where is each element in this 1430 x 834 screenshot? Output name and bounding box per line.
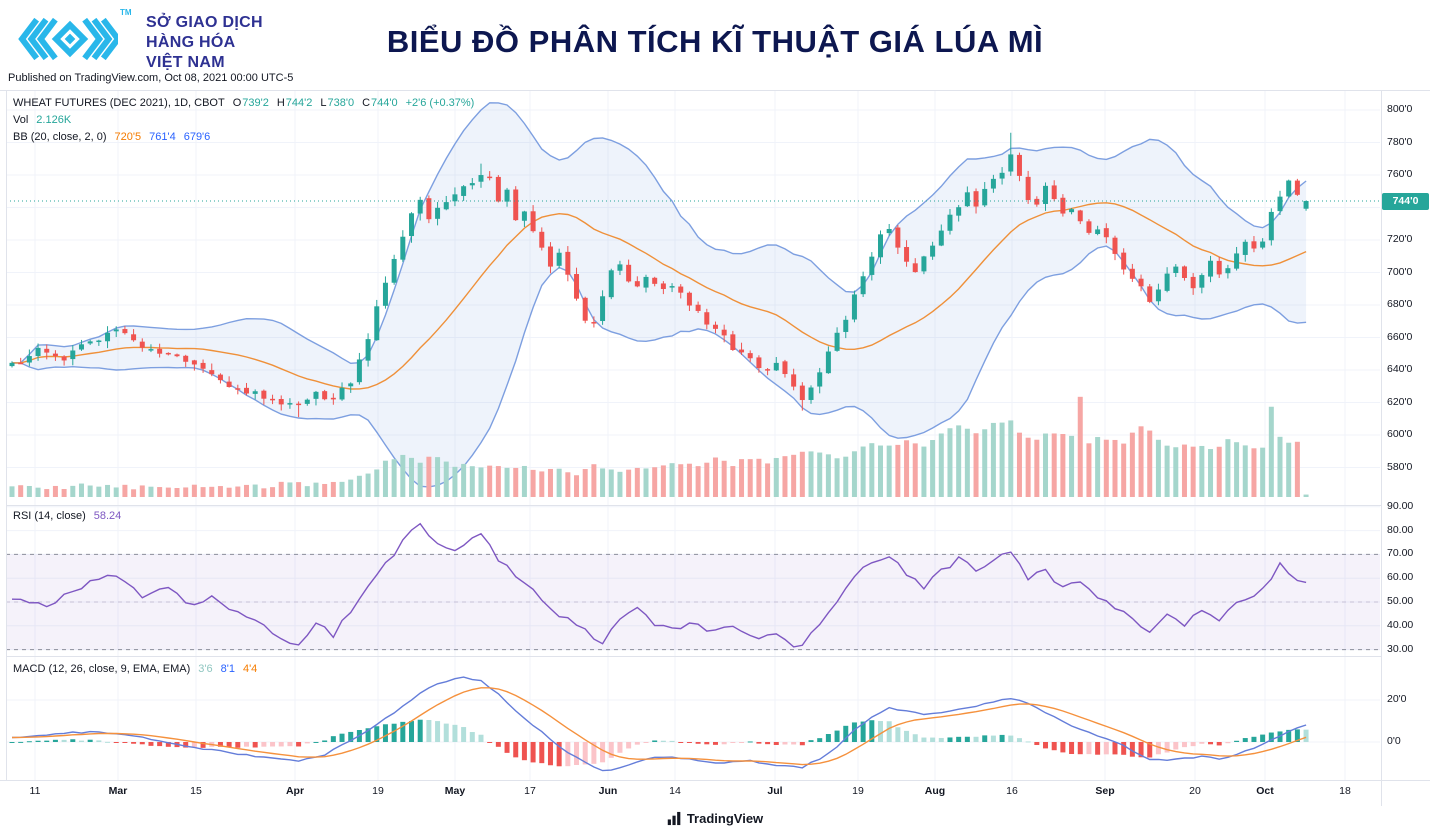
price-tick-label: 660'0 <box>1387 330 1413 343</box>
bb-legend[interactable]: BB (20, close, 2, 0) 720'5 761'4 679'6 <box>13 131 210 143</box>
brand-line: VIỆT NAM <box>146 54 225 71</box>
page-title: BIỂU ĐỒ PHÂN TÍCH KĨ THUẬT GIÁ LÚA MÌ <box>386 24 1044 59</box>
rsi-value: 58.24 <box>93 510 122 522</box>
time-tick-label: Jul <box>767 785 783 797</box>
footer: TradingView <box>0 806 1430 834</box>
bb-lower-value: 679'6 <box>183 131 211 143</box>
price-tick-label: 580'0 <box>1387 460 1413 473</box>
price-tick-label: 90.00 <box>1387 499 1414 512</box>
price-tick-label: 60.00 <box>1387 571 1414 584</box>
brand-name: SỞ GIAO DỊCH HÀNG HÓA VIỆT NAM <box>146 13 263 73</box>
price-axis[interactable]: 800'0780'0760'0740'0720'0700'0680'0660'0… <box>1382 0 1430 806</box>
time-tick-label: Apr <box>285 785 305 797</box>
time-tick-label: 14 <box>669 785 681 797</box>
price-tick-label: 700'0 <box>1387 265 1413 278</box>
price-tick-label: 720'0 <box>1387 233 1413 245</box>
price-tick-label: 800'0 <box>1387 103 1413 115</box>
price-tick-label: 70.00 <box>1387 547 1414 560</box>
time-tick-label: Mar <box>108 785 128 797</box>
price-tick-label: 50.00 <box>1387 595 1414 607</box>
time-tick-label: Oct <box>1256 785 1274 797</box>
time-tick-label: 19 <box>372 785 384 797</box>
last-price-badge: 744'0 <box>1382 192 1429 210</box>
close-label: C <box>362 97 371 109</box>
tradingview-attribution[interactable]: TradingView <box>667 811 763 826</box>
macd-line-value: 8'1 <box>220 663 235 675</box>
price-tick-label: 640'0 <box>1387 363 1413 375</box>
rsi-legend[interactable]: RSI (14, close) 58.24 <box>13 510 121 522</box>
price-tick-label: 620'0 <box>1387 395 1413 408</box>
time-axis[interactable]: 11 Mar 15 Apr 19 May 17 Jun 14 Jul 19 Aug 16 Sep 20 Oct… <box>0 780 1381 806</box>
macd-label: MACD (12, 26, close, 9, EMA, EMA) <box>13 663 191 675</box>
volume-legend[interactable]: Vol 2.126K <box>13 114 71 126</box>
symbol-title: WHEAT FUTURES (DEC 2021), 1D, CBOT <box>13 97 225 109</box>
low-label: L <box>320 97 327 109</box>
tradingview-logo-icon <box>667 811 681 826</box>
close-value: 744'0 <box>371 97 398 109</box>
high-value: 744'2 <box>285 97 313 109</box>
mxv-logo-icon <box>18 17 118 61</box>
bb-upper-value: 761'4 <box>149 131 176 143</box>
time-tick-label: 19 <box>852 785 864 797</box>
trademark-label: TM <box>120 8 132 17</box>
high-label: H <box>276 97 285 109</box>
time-tick-label: 11 <box>29 785 41 797</box>
bb-basis-value: 720'5 <box>114 131 142 143</box>
open-value: 739'2 <box>242 97 269 109</box>
price-tick-label: 780'0 <box>1387 135 1413 148</box>
brand-line: HÀNG HÓA <box>146 34 236 51</box>
time-tick-label: Jun <box>598 785 618 797</box>
price-tick-label: 30.00 <box>1387 642 1414 655</box>
time-tick-label: Aug <box>924 785 946 797</box>
bb-label: BB (20, close, 2, 0) <box>13 131 107 143</box>
time-tick-label: Sep <box>1095 785 1115 797</box>
brand-line: SỞ GIAO DỊCH <box>146 14 263 31</box>
open-label: O <box>232 97 242 109</box>
change-value: +2'6 (+0.37%) <box>405 97 475 109</box>
time-tick-label: 18 <box>1339 785 1351 797</box>
price-tick-label: 40.00 <box>1387 618 1414 631</box>
price-tick-label: 80.00 <box>1387 523 1414 536</box>
price-tick-label: 0'0 <box>1387 735 1401 747</box>
time-tick-label: 16 <box>1006 785 1018 797</box>
time-tick-label: 17 <box>524 785 536 797</box>
price-tick-label: 20'0 <box>1387 693 1407 705</box>
rsi-label: RSI (14, close) <box>13 510 86 522</box>
macd-signal-value: 4'4 <box>242 663 258 675</box>
time-tick-label: May <box>444 785 466 797</box>
volume-value: 2.126K <box>36 114 72 126</box>
low-value: 738'0 <box>327 97 355 109</box>
price-tick-label: 600'0 <box>1387 428 1413 440</box>
macd-hist-value: 3'6 <box>198 663 213 675</box>
time-tick-label: 20 <box>1189 785 1201 797</box>
symbol-legend[interactable]: WHEAT FUTURES (DEC 2021), 1D, CBOT O 739'… <box>13 97 474 109</box>
header: TM SỞ GIAO DỊCH HÀNG HÓA VIỆT NAM BIỂU Đ… <box>0 0 1430 90</box>
published-note: Published on TradingView.com, Oct 08, 20… <box>8 72 294 84</box>
price-tick-label: 680'0 <box>1387 298 1413 310</box>
time-tick-label: 15 <box>190 785 202 797</box>
volume-label: Vol <box>13 114 29 126</box>
macd-legend[interactable]: MACD (12, 26, close, 9, EMA, EMA) 3'6 8'… <box>13 663 257 675</box>
price-tick-label: 760'0 <box>1387 168 1413 180</box>
tradingview-label: TradingView <box>686 811 764 826</box>
